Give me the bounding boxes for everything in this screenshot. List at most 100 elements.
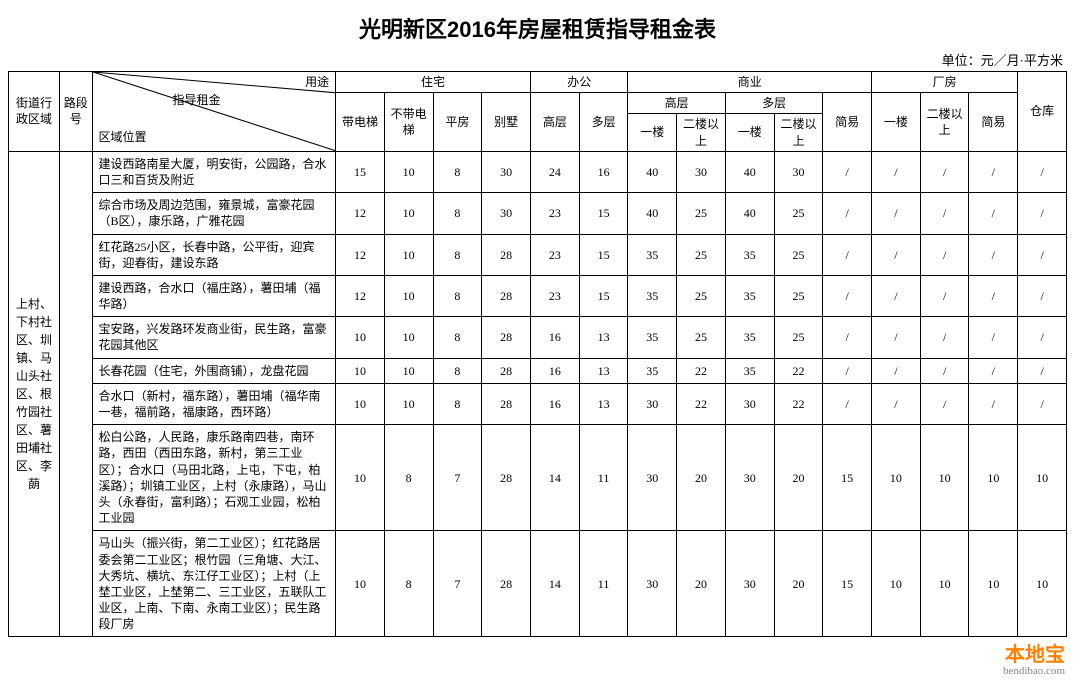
value-cell: 16 bbox=[530, 317, 579, 358]
location-cell: 松白公路，人民路，康乐路南四巷，南环路，西田（西田东路，新村，第三工业区）；合水… bbox=[92, 425, 336, 531]
value-cell: / bbox=[920, 193, 969, 234]
diag-header: 用途 指导租金 区域位置 bbox=[92, 72, 336, 152]
col-comm-g-f2: 二楼以上 bbox=[677, 114, 726, 151]
page-title: 光明新区2016年房屋租赁指导租金表 bbox=[8, 12, 1067, 44]
table-row: 红花路25小区，长春中路，公平街，迎宾街，迎春街，建设东路12108282315… bbox=[9, 234, 1067, 275]
value-cell: 16 bbox=[530, 358, 579, 383]
value-cell: 13 bbox=[579, 383, 628, 424]
value-cell: 23 bbox=[530, 275, 579, 316]
col-fac-jianyi: 简易 bbox=[969, 93, 1018, 152]
value-cell: 8 bbox=[433, 151, 482, 192]
group-office: 办公 bbox=[530, 72, 627, 93]
value-cell: 12 bbox=[336, 275, 385, 316]
value-cell: 15 bbox=[579, 275, 628, 316]
region-cell: 上村、下村社区、圳镇、马山头社区、根竹园社区、薯田埔社区、李蓢 bbox=[9, 151, 60, 637]
value-cell: 25 bbox=[774, 317, 823, 358]
value-cell: 8 bbox=[384, 425, 433, 531]
value-cell: / bbox=[823, 358, 872, 383]
location-cell: 建设西路南星大厦，明安街，公园路，合水口三和百货及附近 bbox=[92, 151, 336, 192]
value-cell: 23 bbox=[530, 193, 579, 234]
col-segment: 路段号 bbox=[60, 72, 92, 152]
value-cell: / bbox=[969, 151, 1018, 192]
value-cell: / bbox=[1018, 151, 1067, 192]
value-cell: 35 bbox=[628, 275, 677, 316]
location-cell: 建设西路，合水口（福庄路），薯田埔（福华路） bbox=[92, 275, 336, 316]
col-off-gaoceng: 高层 bbox=[530, 93, 579, 152]
table-row: 上村、下村社区、圳镇、马山头社区、根竹园社区、薯田埔社区、李蓢建设西路南星大厦，… bbox=[9, 151, 1067, 192]
value-cell: 35 bbox=[725, 275, 774, 316]
value-cell: / bbox=[872, 151, 921, 192]
value-cell: / bbox=[969, 234, 1018, 275]
value-cell: 25 bbox=[677, 275, 726, 316]
value-cell: 16 bbox=[579, 151, 628, 192]
value-cell: 8 bbox=[433, 383, 482, 424]
value-cell: 10 bbox=[1018, 425, 1067, 531]
value-cell: 25 bbox=[677, 193, 726, 234]
diag-location: 区域位置 bbox=[99, 129, 147, 145]
col-res-bieshu: 别墅 bbox=[482, 93, 531, 152]
col-comm-gaoceng: 高层 bbox=[628, 93, 725, 114]
value-cell: 10 bbox=[872, 531, 921, 637]
col-fac-f2: 二楼以上 bbox=[920, 93, 969, 152]
value-cell: 40 bbox=[725, 193, 774, 234]
value-cell: / bbox=[823, 383, 872, 424]
table-row: 建设西路，合水口（福庄路），薯田埔（福华路）121082823153525352… bbox=[9, 275, 1067, 316]
value-cell: 40 bbox=[628, 151, 677, 192]
value-cell: 30 bbox=[725, 531, 774, 637]
value-cell: 20 bbox=[677, 425, 726, 531]
col-fac-f1: 一楼 bbox=[872, 93, 921, 152]
value-cell: 20 bbox=[774, 425, 823, 531]
value-cell: 25 bbox=[677, 317, 726, 358]
value-cell: 13 bbox=[579, 358, 628, 383]
value-cell: 10 bbox=[336, 425, 385, 531]
value-cell: / bbox=[920, 275, 969, 316]
value-cell: / bbox=[969, 275, 1018, 316]
watermark-brand: 本地宝 bbox=[1003, 645, 1065, 665]
value-cell: 12 bbox=[336, 193, 385, 234]
value-cell: 10 bbox=[384, 317, 433, 358]
value-cell: / bbox=[1018, 193, 1067, 234]
location-cell: 合水口（新村，福东路），薯田埔（福华南一巷，福前路，福康路，西环路） bbox=[92, 383, 336, 424]
value-cell: 35 bbox=[725, 234, 774, 275]
value-cell: 10 bbox=[920, 531, 969, 637]
value-cell: / bbox=[1018, 275, 1067, 316]
col-comm-jianyi: 简易 bbox=[823, 93, 872, 152]
watermark: 本地宝 bendibao.com bbox=[1003, 645, 1065, 677]
value-cell: 8 bbox=[433, 193, 482, 234]
table-row: 马山头（振兴街，第二工业区）；红花路居委会第二工业区；根竹园（三角塘、大江、大秀… bbox=[9, 531, 1067, 637]
table-header: 街道行政区域 路段号 用途 指导租金 区域位置 住宅 办公 商业 厂房 仓库 带… bbox=[9, 72, 1067, 152]
value-cell: / bbox=[823, 234, 872, 275]
table-row: 宝安路，兴发路环发商业街，民生路，富豪花园其他区1010828161335253… bbox=[9, 317, 1067, 358]
value-cell: 35 bbox=[725, 317, 774, 358]
value-cell: / bbox=[872, 234, 921, 275]
value-cell: 24 bbox=[530, 151, 579, 192]
value-cell: 30 bbox=[628, 531, 677, 637]
location-cell: 马山头（振兴街，第二工业区）；红花路居委会第二工业区；根竹园（三角塘、大江、大秀… bbox=[92, 531, 336, 637]
location-cell: 长春花园（住宅，外围商铺），龙盘花园 bbox=[92, 358, 336, 383]
value-cell: 10 bbox=[969, 531, 1018, 637]
value-cell: 28 bbox=[482, 234, 531, 275]
value-cell: 28 bbox=[482, 275, 531, 316]
value-cell: / bbox=[872, 275, 921, 316]
value-cell: 25 bbox=[677, 234, 726, 275]
value-cell: 30 bbox=[725, 425, 774, 531]
value-cell: / bbox=[872, 317, 921, 358]
table-body: 上村、下村社区、圳镇、马山头社区、根竹园社区、薯田埔社区、李蓢建设西路南星大厦，… bbox=[9, 151, 1067, 637]
value-cell: 30 bbox=[482, 151, 531, 192]
value-cell: 30 bbox=[628, 425, 677, 531]
location-cell: 宝安路，兴发路环发商业街，民生路，富豪花园其他区 bbox=[92, 317, 336, 358]
col-res-pingfang: 平房 bbox=[433, 93, 482, 152]
value-cell: 25 bbox=[774, 234, 823, 275]
value-cell: 15 bbox=[336, 151, 385, 192]
table-row: 松白公路，人民路，康乐路南四巷，南环路，西田（西田东路，新村，第三工业区）；合水… bbox=[9, 425, 1067, 531]
value-cell: / bbox=[1018, 317, 1067, 358]
value-cell: 10 bbox=[1018, 531, 1067, 637]
value-cell: 8 bbox=[433, 234, 482, 275]
rent-table: 街道行政区域 路段号 用途 指导租金 区域位置 住宅 办公 商业 厂房 仓库 带… bbox=[8, 71, 1067, 637]
value-cell: 10 bbox=[384, 151, 433, 192]
value-cell: 13 bbox=[579, 317, 628, 358]
value-cell: 30 bbox=[677, 151, 726, 192]
value-cell: 11 bbox=[579, 425, 628, 531]
col-warehouse: 仓库 bbox=[1018, 72, 1067, 152]
value-cell: 22 bbox=[677, 358, 726, 383]
